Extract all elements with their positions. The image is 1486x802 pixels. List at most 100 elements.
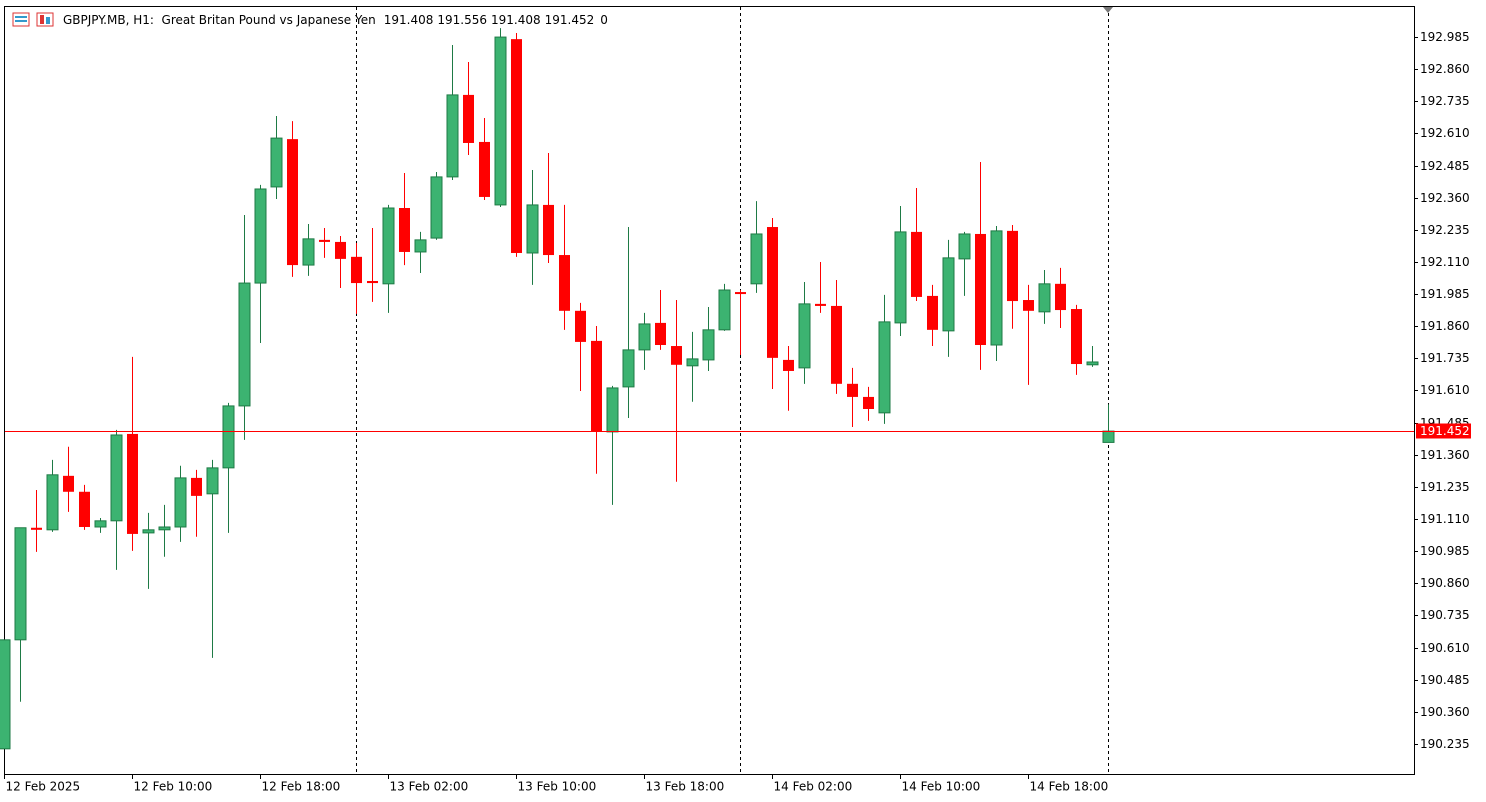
candle-body <box>655 322 666 346</box>
y-tick-label: 192.235 <box>1420 223 1470 237</box>
candle-body <box>222 405 235 469</box>
candle-body <box>335 241 346 259</box>
candle-body <box>671 346 682 365</box>
candle-body <box>414 239 427 253</box>
candle <box>927 284 938 347</box>
candle-body <box>750 233 763 285</box>
candle-body <box>479 141 490 197</box>
candle-body <box>399 208 410 252</box>
candle <box>575 302 586 392</box>
candle-body <box>1023 300 1034 311</box>
candle-body <box>367 281 378 284</box>
candle-body <box>559 255 570 311</box>
candle-body <box>575 310 586 342</box>
y-tick-label: 190.360 <box>1420 705 1470 719</box>
candle-body <box>63 475 74 492</box>
candle-body <box>847 383 858 397</box>
candle <box>335 236 346 288</box>
candle-body <box>31 527 42 530</box>
y-tick-label: 191.360 <box>1420 448 1470 462</box>
candle-body <box>622 349 635 388</box>
header-icons <box>12 12 54 27</box>
candle <box>254 184 267 343</box>
y-tick-label: 191.610 <box>1420 383 1470 397</box>
candle <box>222 402 235 533</box>
candle <box>655 289 666 350</box>
candle-body <box>1007 230 1018 302</box>
candle <box>543 152 554 264</box>
candle-body <box>79 491 90 527</box>
header: GBPJPY.MB, H1: Great Britan Pound vs Jap… <box>63 13 608 27</box>
candle-body <box>319 239 330 242</box>
candle <box>110 429 123 570</box>
candle <box>831 279 842 394</box>
candle-body <box>798 303 811 369</box>
candle <box>158 504 171 557</box>
y-tick-label: 191.985 <box>1420 287 1470 301</box>
candle <box>798 282 811 384</box>
x-tick-label: 12 Feb 10:00 <box>134 780 213 794</box>
candle <box>430 172 443 240</box>
candle <box>127 356 138 551</box>
candle <box>191 469 202 537</box>
candle <box>911 187 922 302</box>
candle <box>591 325 602 474</box>
current-price-box <box>1416 423 1471 439</box>
candle-body <box>894 231 907 324</box>
candle <box>847 367 858 427</box>
icon <box>15 16 27 18</box>
candle-body <box>446 94 459 178</box>
candle <box>702 306 715 371</box>
x-tick-label: 13 Feb 02:00 <box>390 780 469 794</box>
icon <box>36 12 54 27</box>
candle <box>767 218 778 389</box>
x-tick-label: 13 Feb 10:00 <box>518 780 597 794</box>
candle-body <box>174 477 187 528</box>
candle <box>863 386 874 421</box>
candle-body <box>1102 430 1115 443</box>
candle-body <box>463 94 474 143</box>
candle <box>94 517 107 533</box>
candle-body <box>990 230 1003 346</box>
candle <box>351 242 362 314</box>
current-price-label: 191.452 <box>1420 424 1470 438</box>
x-tick-label: 13 Feb 18:00 <box>646 780 725 794</box>
candle <box>463 62 474 156</box>
candle-body <box>927 295 938 330</box>
y-tick-label: 192.735 <box>1420 94 1470 108</box>
x-tick-label: 14 Feb 02:00 <box>774 780 853 794</box>
candle <box>14 527 27 702</box>
candle-body <box>863 396 874 410</box>
candle <box>878 294 891 424</box>
candle-body <box>511 39 522 253</box>
candle-body <box>254 188 267 284</box>
icon <box>46 17 50 24</box>
candle-body <box>878 321 891 414</box>
candle-body <box>942 257 955 332</box>
candle <box>270 115 283 200</box>
y-tick-label: 192.110 <box>1420 255 1470 269</box>
candle <box>671 300 682 482</box>
candle <box>382 204 395 313</box>
candle <box>46 459 59 532</box>
candle <box>750 201 763 293</box>
candle-body <box>831 305 842 384</box>
period-separators <box>356 7 1109 774</box>
candle <box>958 231 971 296</box>
candle <box>479 118 490 201</box>
header-volume: 0 <box>600 13 608 27</box>
y-tick-label: 192.985 <box>1420 30 1470 44</box>
candle-body <box>975 233 986 346</box>
candle-body <box>543 204 554 256</box>
candle-body <box>591 340 602 432</box>
y-tick-label: 192.485 <box>1420 159 1470 173</box>
shift-marker <box>1103 7 1113 13</box>
candle-body <box>302 238 315 266</box>
candle-body <box>270 137 283 188</box>
candle <box>206 459 219 658</box>
candle <box>975 161 986 370</box>
header-high: 191.556 <box>437 13 487 27</box>
candle <box>686 331 699 402</box>
candle <box>735 289 746 356</box>
